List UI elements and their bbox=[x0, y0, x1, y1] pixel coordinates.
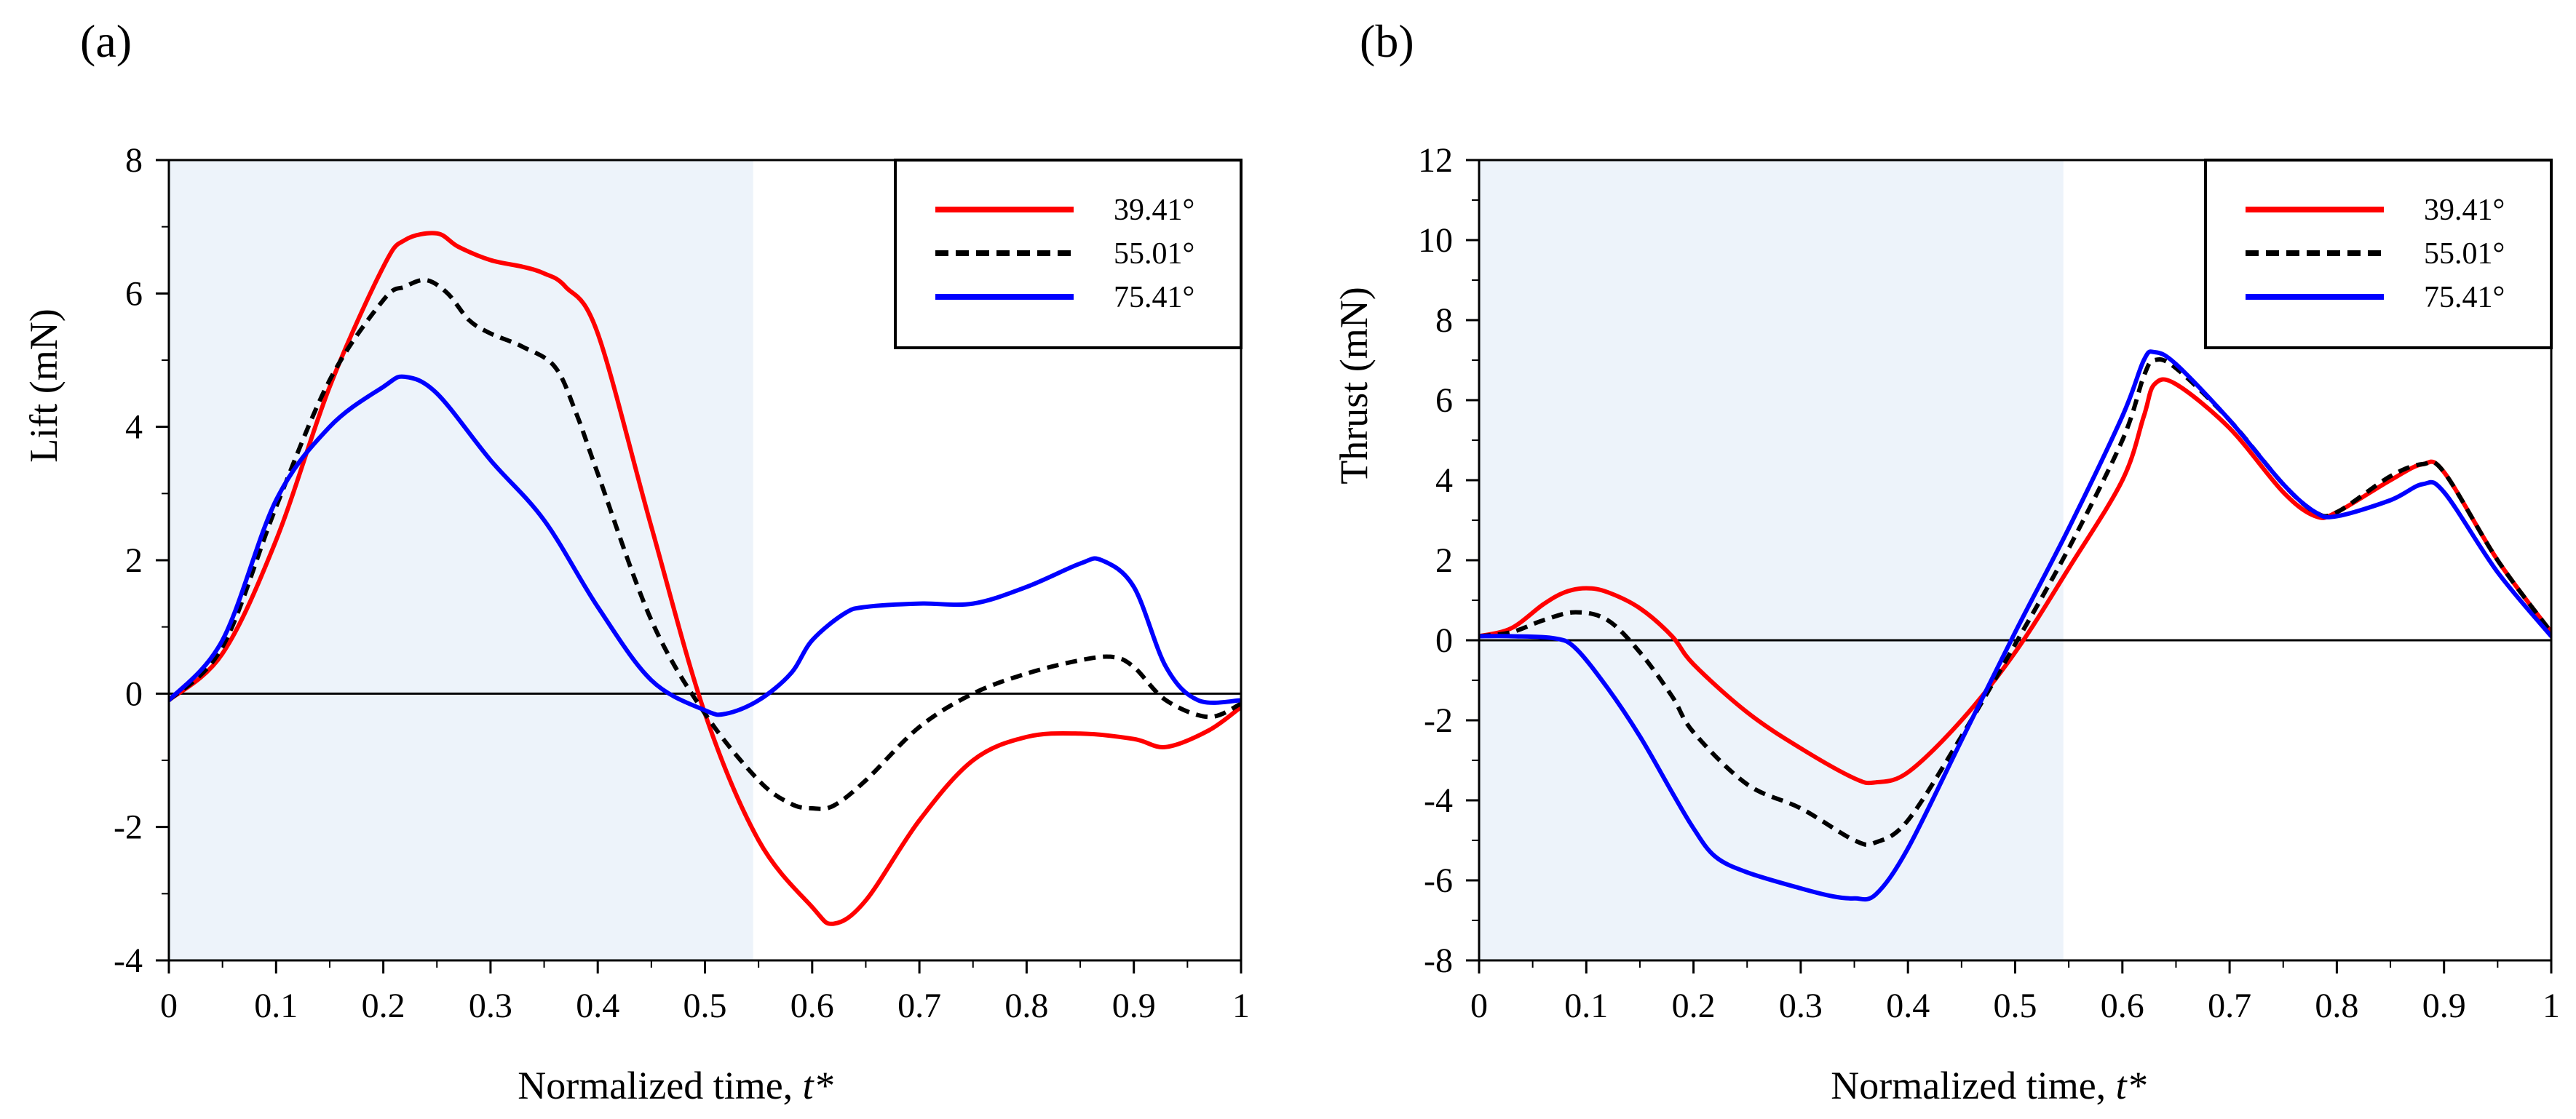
y-tick-label: 0 bbox=[1435, 621, 1453, 660]
x-tick-label: 0 bbox=[160, 987, 178, 1025]
x-axis-label: Normalized time, t* bbox=[518, 1064, 833, 1107]
legend-label: 75.41° bbox=[2424, 281, 2505, 314]
x-tick-label: 0 bbox=[1470, 987, 1488, 1025]
series-line bbox=[169, 277, 1241, 811]
panel-label: (a) bbox=[80, 15, 132, 67]
x-tick-label: 0.2 bbox=[362, 987, 405, 1025]
x-tick-label: 0.4 bbox=[1886, 987, 1930, 1025]
x-tick-label: 0.1 bbox=[254, 987, 298, 1025]
series-group bbox=[169, 231, 1241, 926]
y-tick-label: -2 bbox=[114, 808, 143, 847]
legend-label: 55.01° bbox=[2424, 237, 2505, 271]
y-tick-label: 8 bbox=[1435, 301, 1453, 340]
y-axis-label: Lift (mN) bbox=[22, 308, 66, 462]
x-tick-label: 0.5 bbox=[683, 987, 727, 1025]
x-tick-label: 0.8 bbox=[2315, 987, 2358, 1025]
legend: 39.41° 55.01° 75.41° bbox=[2204, 159, 2553, 349]
legend-label: 39.41° bbox=[1114, 194, 1194, 227]
legend-label: 55.01° bbox=[1114, 237, 1194, 271]
x-tick-label: 0.3 bbox=[1779, 987, 1823, 1025]
x-tick-label: 0.3 bbox=[469, 987, 512, 1025]
x-tick-label: 0.1 bbox=[1564, 987, 1608, 1025]
x-tick-label: 1 bbox=[2543, 987, 2560, 1025]
y-tick-label: -8 bbox=[1424, 941, 1453, 980]
series-group bbox=[1479, 349, 2551, 902]
panel-a: (a) 0 0.1 0.2 0.3 0.4 0.5 0.6 0.7 0.8 0.9 1 -4 -2 0 2 4… bbox=[22, 15, 1250, 1107]
series-line bbox=[169, 374, 1241, 717]
x-tick-label: 0.4 bbox=[576, 987, 619, 1025]
x-tick-label: 0.6 bbox=[2101, 987, 2144, 1025]
y-tick-label: 8 bbox=[125, 141, 143, 180]
y-tick-label: 2 bbox=[125, 541, 143, 580]
y-tick-label: 4 bbox=[1435, 461, 1453, 500]
x-tick-label: 0.9 bbox=[2422, 987, 2466, 1025]
x-tick-label: 0.7 bbox=[2208, 987, 2251, 1025]
x-tick-label: 0.6 bbox=[790, 987, 834, 1025]
y-tick-label: -2 bbox=[1424, 701, 1453, 740]
shaded-region bbox=[1479, 160, 2064, 960]
series-line bbox=[1479, 357, 2551, 848]
y-tick-label: 12 bbox=[1418, 141, 1453, 180]
y-tick-label: -4 bbox=[1424, 781, 1453, 820]
y-tick-label: 10 bbox=[1418, 221, 1453, 260]
y-tick-label: 2 bbox=[1435, 541, 1453, 580]
x-tick-label: 0.8 bbox=[1004, 987, 1048, 1025]
panel-b: (b) 0 0.1 0.2 0.3 0.4 0.5 0.6 0.7 0.8 0.9 1 -8 -6 -4 -… bbox=[1332, 15, 2560, 1107]
y-tick-label: -6 bbox=[1424, 861, 1453, 900]
x-tick-label: 0.5 bbox=[1994, 987, 2037, 1025]
legend-label: 39.41° bbox=[2424, 194, 2505, 227]
y-axis-label: Thrust (mN) bbox=[1332, 287, 1376, 484]
y-tick-label: 4 bbox=[125, 408, 143, 447]
plot-area: 0 0.1 0.2 0.3 0.4 0.5 0.6 0.7 0.8 0.9 1 -4 -2 0 2 4 6 8 39… bbox=[114, 141, 1250, 1025]
y-tick-label: 6 bbox=[1435, 381, 1453, 420]
plot-area: 0 0.1 0.2 0.3 0.4 0.5 0.6 0.7 0.8 0.9 1 -8 -6 -4 -2 0 2 4… bbox=[1418, 141, 2560, 1025]
series-line bbox=[169, 231, 1241, 926]
x-tick-label: 1 bbox=[1232, 987, 1250, 1025]
panel-label: (b) bbox=[1360, 15, 1414, 67]
x-tick-label: 0.9 bbox=[1112, 987, 1156, 1025]
x-tick-label: 0.7 bbox=[897, 987, 941, 1025]
y-tick-label: -4 bbox=[114, 941, 143, 980]
y-tick-label: 0 bbox=[125, 674, 143, 713]
legend-label: 75.41° bbox=[1114, 281, 1194, 314]
y-tick-label: 6 bbox=[125, 274, 143, 313]
shaded-region bbox=[169, 160, 753, 960]
x-axis-label: Normalized time, t* bbox=[1831, 1064, 2146, 1107]
x-tick-label: 0.2 bbox=[1672, 987, 1716, 1025]
series-line bbox=[1479, 349, 2551, 902]
legend: 39.41° 55.01° 75.41° bbox=[894, 159, 1243, 349]
